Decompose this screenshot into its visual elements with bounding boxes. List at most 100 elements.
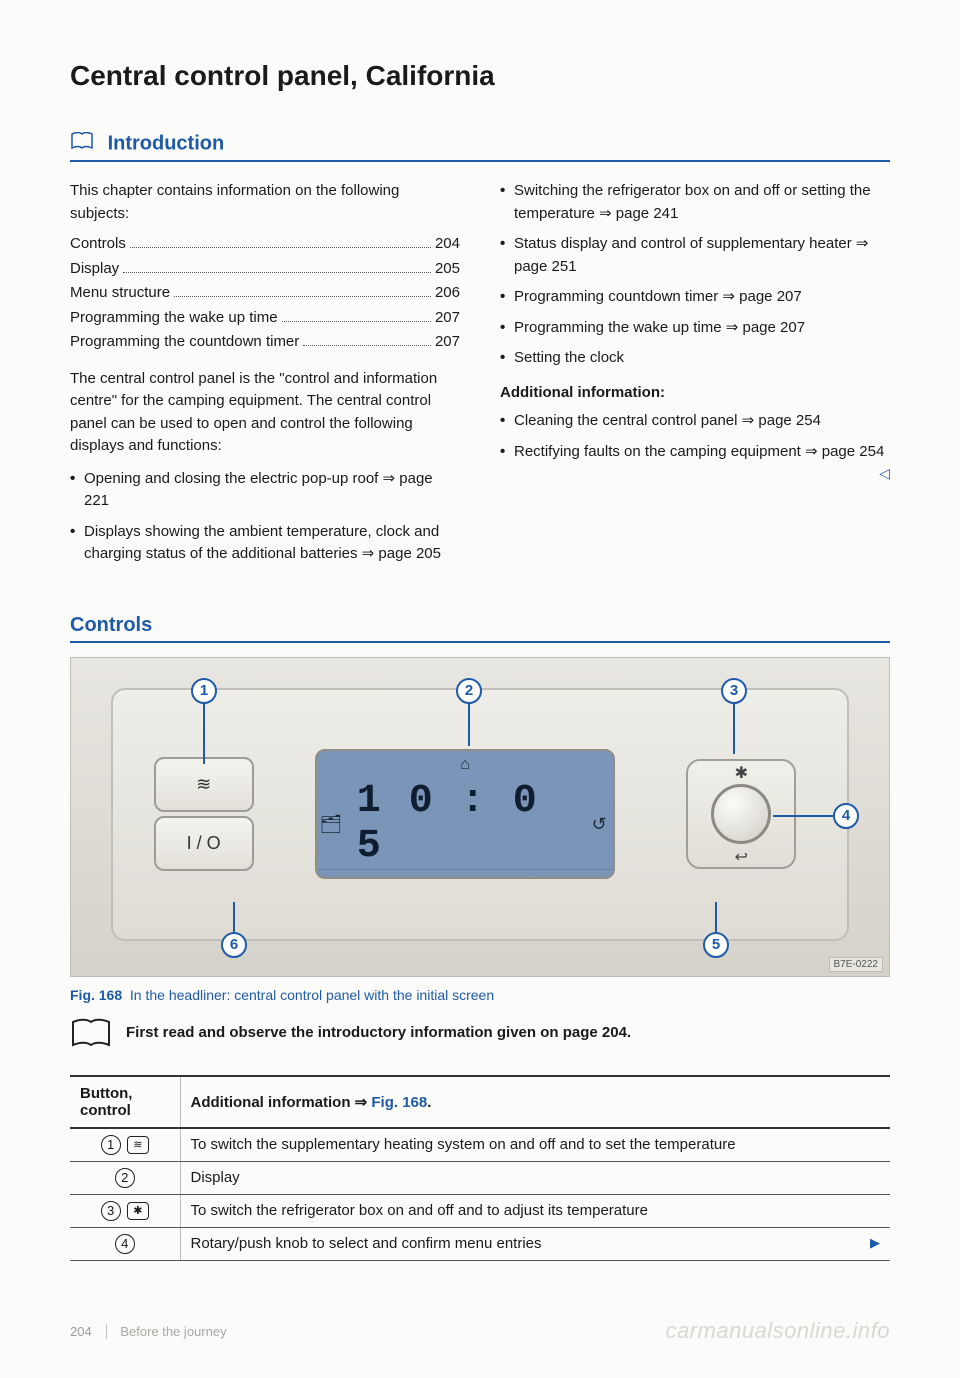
- bullet-item: • Rectifying faults on the camping equip…: [500, 441, 890, 485]
- callout-3: 3: [721, 678, 747, 704]
- bullet-text-inner: Rectifying faults on the camping equipme…: [514, 443, 884, 460]
- figure-label: Fig. 168: [70, 987, 122, 1003]
- center-display: ⌂ 🗂 1 0 : 0 5 ↺ 🖵 Donnerstag 🔋: [315, 749, 615, 879]
- battery-icon: 🔋: [521, 876, 541, 880]
- callout-line: [733, 704, 735, 754]
- figure-caption: Fig. 168 In the headliner: central contr…: [70, 987, 890, 1003]
- table-cell-desc-text: Rotary/push knob to select and confirm m…: [191, 1235, 542, 1252]
- bullet-item: • Switching the refrigerator box on and …: [500, 180, 890, 225]
- bullet-text: Switching the refrigerator box on and of…: [514, 180, 890, 225]
- io-label: I / O: [187, 833, 221, 854]
- callout-1: 1: [191, 678, 217, 704]
- page-title: Central control panel, California: [70, 60, 890, 92]
- display-bot-row: 🖵 Donnerstag 🔋: [317, 869, 613, 879]
- circled-number: 3: [101, 1201, 121, 1221]
- header-col2-pre: Additional information ⇒: [191, 1094, 372, 1111]
- callout-line: [715, 902, 717, 932]
- introduction-heading-text: Introduction: [108, 132, 225, 154]
- bullet-item: • Opening and closing the electric pop-u…: [70, 468, 460, 513]
- bullet-text: Opening and closing the electric pop-up …: [84, 468, 460, 513]
- bullet-dot: •: [70, 468, 84, 513]
- table-cell-btn: 1 ≋: [70, 1128, 180, 1162]
- table-row: 4 Rotary/push knob to select and confirm…: [70, 1227, 890, 1260]
- toc-dots: [174, 296, 431, 297]
- display-top-row: ⌂: [317, 751, 613, 779]
- circled-number: 1: [101, 1135, 121, 1155]
- book-icon: [70, 1017, 112, 1049]
- intro-columns: This chapter contains information on the…: [70, 180, 890, 574]
- header-col2-post: .: [427, 1094, 431, 1111]
- rotary-knob[interactable]: [711, 784, 771, 844]
- display-left-icon: 🗂: [317, 814, 345, 835]
- circled-number: 4: [115, 1234, 135, 1254]
- bullet-text: Displays showing the ambient temperature…: [84, 521, 460, 566]
- toc-line: Menu structure 206: [70, 282, 460, 305]
- table-cell-desc: Rotary/push knob to select and confirm m…: [180, 1227, 890, 1260]
- image-reference: B7E-0222: [829, 957, 883, 972]
- bullet-text: Programming countdown timer ⇒ page 207: [514, 286, 890, 309]
- display-right-icon: ↺: [585, 814, 613, 835]
- callout-5: 5: [703, 932, 729, 958]
- io-button[interactable]: I / O: [154, 816, 254, 871]
- intro-right-col: • Switching the refrigerator box on and …: [500, 180, 890, 574]
- bullet-dot: •: [500, 233, 514, 278]
- callout-2: 2: [456, 678, 482, 704]
- continuation-triangle-icon: ▶: [870, 1235, 880, 1251]
- bullet-dot: •: [70, 521, 84, 566]
- toc-dots: [123, 272, 431, 273]
- callout-4: 4: [833, 803, 859, 829]
- toc-page: 206: [435, 282, 460, 305]
- bullet-dot: •: [500, 410, 514, 433]
- table-cell-desc: To switch the refrigerator box on and of…: [180, 1194, 890, 1227]
- table-cell-btn: 3 ✱: [70, 1194, 180, 1227]
- return-icon: ↩: [735, 847, 748, 867]
- table-cell-btn: 4: [70, 1227, 180, 1260]
- bullet-item: • Programming the wake up time ⇒ page 20…: [500, 317, 890, 340]
- bullet-item: • Status display and control of suppleme…: [500, 233, 890, 278]
- bullet-text: Setting the clock: [514, 347, 890, 370]
- table-row: 3 ✱ To switch the refrigerator box on an…: [70, 1194, 890, 1227]
- controls-heading: Controls: [70, 614, 890, 643]
- callout-line: [233, 902, 235, 932]
- callout-line: [203, 704, 205, 764]
- toc-label: Controls: [70, 233, 126, 256]
- display-mid-row: 🗂 1 0 : 0 5 ↺: [317, 779, 613, 869]
- bullet-dot: •: [500, 317, 514, 340]
- toc-dots: [282, 321, 431, 322]
- table-header-col1: Button, control: [70, 1076, 180, 1128]
- snowflake-icon: ✱: [127, 1202, 149, 1220]
- book-icon: [70, 132, 94, 156]
- intro-left-col: This chapter contains information on the…: [70, 180, 460, 574]
- toc-dots: [130, 247, 431, 248]
- bullet-text: Rectifying faults on the camping equipme…: [514, 441, 890, 485]
- footer-left: 204 Before the journey: [70, 1324, 227, 1339]
- read-first-block: First read and observe the introductory …: [70, 1017, 890, 1049]
- table-cell-desc: Display: [180, 1161, 890, 1194]
- bullet-item: • Displays showing the ambient temperatu…: [70, 521, 460, 566]
- callout-line: [773, 815, 833, 817]
- bullet-text: Cleaning the central control panel ⇒ pag…: [514, 410, 890, 433]
- circled-number: 2: [115, 1168, 135, 1188]
- heater-button[interactable]: ≋: [154, 757, 254, 812]
- bullet-text: Status display and control of supplement…: [514, 233, 890, 278]
- roof-icon: ⌂: [460, 756, 470, 774]
- callout-6: 6: [221, 932, 247, 958]
- page-footer: 204 Before the journey carmanualsonline.…: [70, 1318, 890, 1344]
- fig-ref: Fig. 168: [371, 1094, 427, 1111]
- toc-page: 207: [435, 331, 460, 354]
- monitor-icon: 🖵: [389, 877, 404, 880]
- watermark: carmanualsonline.info: [665, 1318, 890, 1344]
- toc-label: Programming the wake up time: [70, 307, 278, 330]
- table-header-row: Button, control Additional information ⇒…: [70, 1076, 890, 1128]
- display-time: 1 0 : 0 5: [357, 779, 574, 869]
- heat-icon: ≋: [127, 1136, 149, 1154]
- table-row: 1 ≋ To switch the supplementary heating …: [70, 1128, 890, 1162]
- toc-page: 204: [435, 233, 460, 256]
- bullet-item: • Setting the clock: [500, 347, 890, 370]
- toc-line: Display 205: [70, 258, 460, 281]
- continuation-triangle-icon: ◁: [879, 463, 890, 484]
- toc-label: Menu structure: [70, 282, 170, 305]
- controls-table: Button, control Additional information ⇒…: [70, 1075, 890, 1261]
- display-day: Donnerstag: [418, 877, 507, 880]
- heat-waves-icon: ≋: [196, 774, 211, 795]
